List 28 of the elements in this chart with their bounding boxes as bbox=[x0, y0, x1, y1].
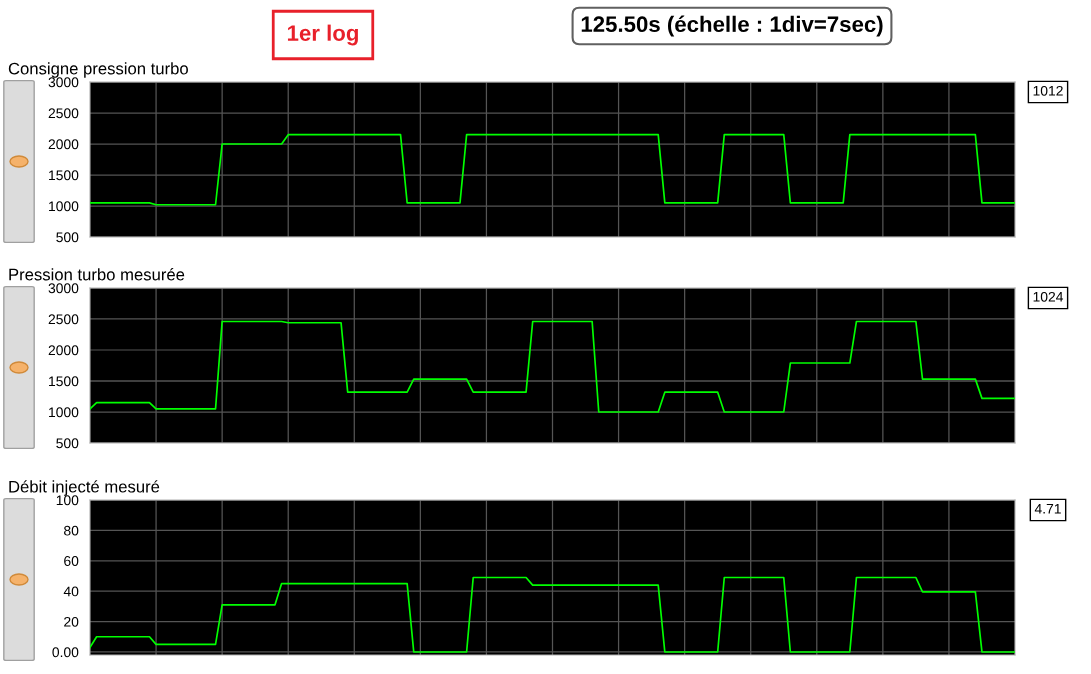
y-tick-label: 500 bbox=[56, 232, 79, 243]
y-tick-label: 3000 bbox=[48, 77, 79, 88]
y-tick-label: 60 bbox=[64, 556, 79, 566]
y-tick-label: 2000 bbox=[48, 345, 79, 356]
y-tick-label: 40 bbox=[63, 586, 79, 597]
y-tick-label: 1000 bbox=[49, 407, 79, 418]
line-series bbox=[90, 133, 1015, 206]
y-tick-label: 0.00 bbox=[52, 647, 79, 658]
text: 1er log bbox=[287, 24, 358, 46]
y-tick-label: 2000 bbox=[48, 139, 79, 150]
y-tick-label: 500 bbox=[56, 438, 79, 449]
y-tick-label: 100 bbox=[56, 495, 79, 506]
text: 125.50s (échelle : 1div=7sec) bbox=[581, 15, 883, 37]
y-tick-label: 2500 bbox=[48, 108, 79, 119]
chart-title: Pression turbo mesurée bbox=[9, 268, 185, 281]
y-tick-label: 3000 bbox=[48, 283, 79, 294]
y-tick-label: 1500 bbox=[49, 376, 79, 387]
text: 1024 bbox=[1033, 291, 1064, 302]
y-tick-label: 1000 bbox=[49, 201, 79, 212]
line-series bbox=[90, 320, 1015, 413]
y-tick-label: 20 bbox=[64, 616, 79, 627]
y-tick-label: 1500 bbox=[49, 170, 79, 181]
text: 4.71 bbox=[1034, 504, 1061, 514]
chart-title: Consigne pression turbo bbox=[8, 62, 188, 78]
text: 1012 bbox=[1033, 85, 1063, 96]
chart-title: Débit injecté mesuré bbox=[9, 480, 160, 496]
y-tick-label: 2500 bbox=[48, 314, 79, 325]
y-tick-label: 80 bbox=[64, 525, 79, 536]
